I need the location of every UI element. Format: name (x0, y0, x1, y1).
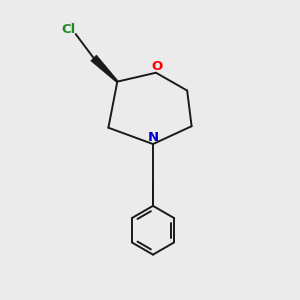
Text: O: O (151, 60, 163, 73)
Text: N: N (147, 131, 158, 144)
Polygon shape (91, 55, 118, 82)
Text: Cl: Cl (61, 23, 75, 36)
